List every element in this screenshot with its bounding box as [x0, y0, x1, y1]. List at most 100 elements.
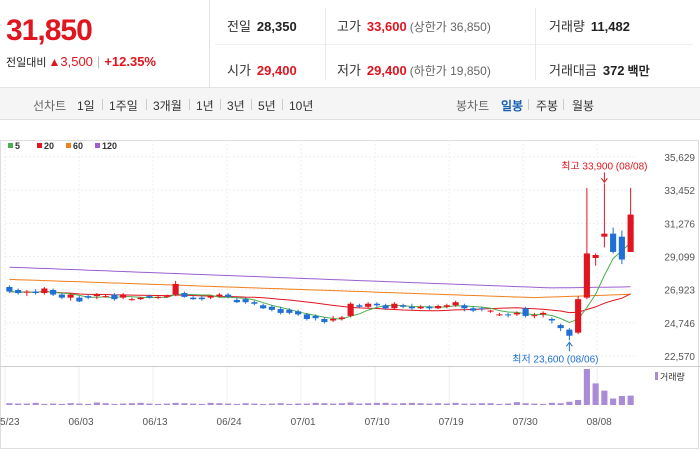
volume-bar: [461, 403, 468, 405]
candle-body: [610, 233, 617, 252]
candle-body: [207, 296, 214, 298]
ma120-line: [9, 266, 631, 289]
tab-3y[interactable]: 3년: [227, 99, 245, 113]
tab-5y[interactable]: 5년: [258, 99, 276, 113]
volume-bar: [216, 403, 223, 405]
candle-body: [172, 283, 179, 295]
volume-bar: [242, 403, 249, 405]
candle-body: [41, 288, 48, 294]
candle-body: [23, 291, 30, 293]
candle-body: [496, 314, 503, 316]
volume-bar: [260, 403, 267, 405]
stat-value: 29,400: [366, 63, 407, 78]
candle-body: [268, 306, 275, 310]
volume-bar: [618, 396, 625, 405]
chart-frame: [0, 140, 699, 449]
volume-bar: [496, 403, 503, 405]
volume-bar: [146, 403, 153, 405]
volume-bar: [198, 403, 205, 405]
stat-value: 29,400: [256, 63, 297, 78]
stat-label: 시가: [227, 63, 251, 78]
y-tick-label: 33,452: [664, 186, 695, 197]
y-tick-label: 31,276: [664, 219, 695, 230]
line-chart-label: 선차트: [33, 99, 67, 113]
volume-bar: [592, 383, 599, 405]
legend-label: 60: [73, 141, 83, 151]
tab-3m[interactable]: 3개월: [153, 99, 182, 113]
volume-bar: [312, 402, 319, 405]
legend-swatch: [37, 143, 42, 148]
candle-body: [198, 297, 205, 300]
volume-bar: [435, 403, 442, 405]
x-tick-label: 07/30: [513, 417, 538, 428]
candle-body: [618, 236, 625, 260]
candle-body: [601, 233, 608, 237]
volume-bar: [190, 403, 197, 405]
candle-body: [146, 296, 153, 298]
volume-bar: [67, 403, 74, 405]
volume-bar: [268, 403, 275, 405]
candle-body: [505, 314, 512, 316]
volume-bar: [330, 403, 337, 405]
stat-label: 저가: [337, 63, 361, 78]
x-tick-label: 07/10: [365, 417, 390, 428]
volume-bar: [417, 403, 424, 405]
divider: [325, 8, 326, 80]
volume-bar: [426, 403, 433, 405]
candle-body: [365, 303, 372, 307]
volume-bar: [85, 403, 92, 405]
candle-body: [627, 214, 634, 252]
divider: [220, 99, 221, 110]
candle-body: [85, 296, 92, 298]
volume-bar: [102, 403, 109, 405]
ma60-line: [9, 278, 631, 299]
chart-tab-bar: 선차트 1일 1주일 3개월 1년 3년 5년 10년 봉차트 일봉 주봉 월봉: [0, 88, 700, 120]
low-annotation: 최저 23,600 (08/06): [512, 353, 598, 365]
divider: [146, 99, 147, 110]
volume-bar: [321, 403, 328, 405]
candle-body: [111, 294, 118, 300]
volume-bar: [155, 403, 162, 405]
stat-open: 시가 29,400: [227, 60, 297, 79]
candle-body: [443, 305, 450, 307]
candle-body: [251, 302, 258, 304]
low-arrow-icon: [565, 341, 573, 347]
volume-bar: [531, 403, 538, 405]
candle-body: [391, 303, 398, 309]
x-tick-label: 06/03: [69, 417, 94, 428]
candle-body: [548, 318, 555, 321]
x-tick-label: 06/24: [217, 417, 242, 428]
candle-body: [242, 299, 249, 303]
volume-bar: [575, 399, 582, 405]
price-change: 전일대비 ▲3,500 | +12.35%: [6, 54, 156, 70]
candle-body: [513, 312, 520, 315]
candle-body: [400, 305, 407, 307]
volume-bar: [505, 403, 512, 405]
stat-value: 33,600: [366, 19, 407, 34]
candle-body: [408, 306, 415, 309]
candle-body: [76, 297, 83, 302]
stat-unit: 백만: [627, 64, 650, 78]
candle-body: [67, 294, 74, 298]
volume-bar: [181, 403, 188, 405]
candle-body: [225, 294, 232, 297]
high-arrow-icon: [600, 178, 608, 184]
volume-bar: [225, 403, 232, 405]
volume-bar: [391, 403, 398, 405]
tab-10y[interactable]: 10년: [289, 99, 314, 113]
candle-body: [373, 303, 380, 306]
tab-1w[interactable]: 1주일: [109, 99, 138, 113]
tab-1d[interactable]: 1일: [77, 99, 95, 113]
tab-1y[interactable]: 1년: [196, 99, 214, 113]
volume-bar: [408, 402, 415, 405]
volume-bar: [32, 402, 39, 405]
x-tick-label: 06/13: [143, 417, 168, 428]
tab-daily[interactable]: 일봉: [501, 99, 524, 113]
candle-body: [575, 299, 582, 333]
tab-weekly[interactable]: 주봉: [536, 99, 559, 113]
tab-monthly[interactable]: 월봉: [572, 99, 595, 113]
candle-body: [233, 299, 240, 303]
volume-bar: [365, 403, 372, 405]
volume-bar: [41, 403, 48, 405]
candle-body: [487, 310, 494, 312]
